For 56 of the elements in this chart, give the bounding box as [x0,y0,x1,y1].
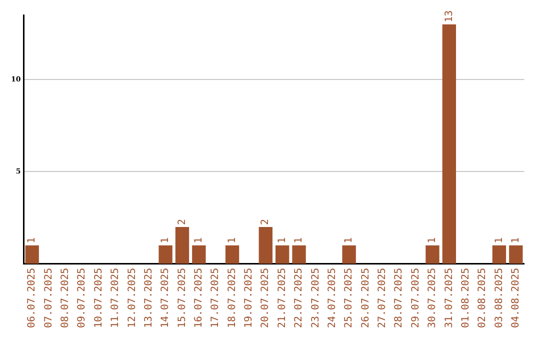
data-label: 1 [276,237,288,244]
x-tick-label: 14.07.2025 [160,268,172,328]
bar [25,245,39,264]
x-tick-label: 07.07.2025 [43,268,54,328]
data-label: 2 [176,218,188,225]
data-label: 1 [294,237,305,244]
data-label: 1 [427,237,438,244]
data-label: 13 [444,10,455,22]
x-tick-label: 30.07.2025 [427,268,438,328]
x-tick-label: 08.07.2025 [60,268,72,328]
data-label: 1 [510,237,522,244]
data-label: 1 [160,237,172,244]
x-tick-label: 22.07.2025 [294,268,305,328]
x-tick-label: 16.07.2025 [194,268,205,328]
bar [258,226,272,264]
bar [426,245,440,264]
x-tick-label: 03.08.2025 [494,268,505,328]
x-tick-label: 26.07.2025 [360,268,372,328]
bar [509,245,523,264]
data-label: 1 [26,237,38,244]
data-label: 1 [194,237,205,244]
bar [342,245,356,264]
data-label: 2 [260,218,272,225]
x-tick-label: 28.07.2025 [394,268,405,328]
x-tick-label: 19.07.2025 [244,268,255,328]
bar [225,245,240,264]
bar [175,226,190,264]
x-tick-label: 10.07.2025 [93,268,104,328]
data-label: 1 [344,237,355,244]
x-tick-label: 12.07.2025 [126,268,138,328]
x-tick-label: 25.07.2025 [344,268,355,328]
data-label: 1 [226,237,238,244]
bar [158,245,172,264]
x-tick-label: 31.07.2025 [444,268,455,328]
x-tick-label: 24.07.2025 [326,268,338,328]
x-tick-label: 15.07.2025 [176,268,188,328]
x-tick-label: 06.07.2025 [26,268,38,328]
x-tick-label: 01.08.2025 [460,268,472,328]
x-tick-label: 13.07.2025 [143,268,154,328]
bar [192,245,206,264]
bar [292,245,306,264]
x-tick-label: 02.08.2025 [477,268,488,328]
data-label: 1 [494,237,505,244]
x-tick-label: 17.07.2025 [210,268,222,328]
bar [442,24,456,264]
x-tick-label: 18.07.2025 [226,268,238,328]
x-tick-label: 11.07.2025 [110,268,122,328]
bar [275,245,290,264]
x-tick-label: 09.07.2025 [76,268,88,328]
x-tick-label: 04.08.2025 [510,268,522,328]
bar [492,245,506,264]
x-tick-label: 29.07.2025 [410,268,422,328]
x-tick-label: 21.07.2025 [276,268,288,328]
x-tick-label: 27.07.2025 [377,268,388,328]
x-tick-label: 20.07.2025 [260,268,272,328]
x-tick-label: 23.07.2025 [310,268,322,328]
